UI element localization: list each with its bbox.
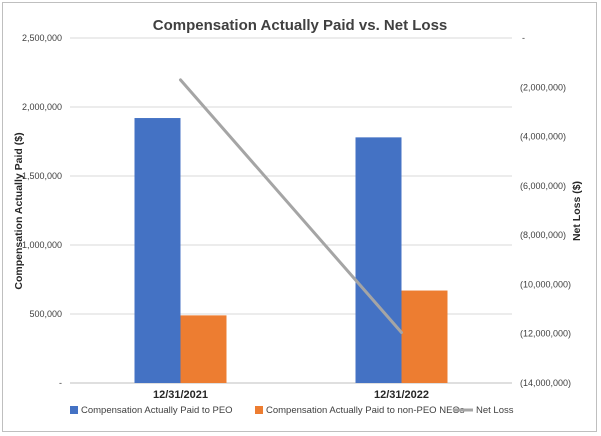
category-label: 12/31/2022 — [374, 389, 429, 401]
left-tick-label: 2,000,000 — [22, 102, 62, 112]
bar-peo-1 — [355, 137, 402, 383]
left-axis-label: Compensation Actually Paid ($) — [13, 132, 25, 289]
chart-title: Compensation Actually Paid vs. Net Loss — [153, 17, 448, 34]
left-tick-label: 500,000 — [29, 309, 62, 319]
bar-peo-0 — [134, 118, 181, 383]
legend-label: Compensation Actually Paid to PEO — [81, 405, 233, 416]
right-tick-label: - — [522, 33, 525, 43]
left-axis-ticks: - 500,000 1,000,000 1,500,000 2,000,000 2,500… — [22, 33, 62, 388]
left-tick-label: 2,500,000 — [22, 33, 62, 43]
legend-swatch — [255, 406, 263, 414]
right-tick-label: (8,000,000) — [520, 230, 566, 240]
legend-label: Net Loss — [476, 405, 514, 416]
net-loss-line-group — [179, 78, 403, 334]
bars — [134, 118, 448, 383]
legend-swatch — [70, 406, 78, 414]
bar-non-peo-0 — [180, 315, 227, 383]
bar-non-peo-1 — [401, 290, 448, 383]
right-tick-label: (14,000,000) — [520, 378, 571, 388]
right-axis-label: Net Loss ($) — [571, 181, 583, 241]
left-tick-label: - — [59, 378, 62, 388]
left-tick-label: 1,000,000 — [22, 240, 62, 250]
left-tick-label: 1,500,000 — [22, 171, 62, 181]
right-tick-label: (2,000,000) — [520, 82, 566, 92]
net-loss-line — [179, 78, 403, 334]
right-tick-label: (10,000,000) — [520, 279, 571, 289]
category-labels: 12/31/2021 12/31/2022 — [153, 389, 429, 401]
category-label: 12/31/2021 — [153, 389, 208, 401]
legend: Compensation Actually Paid to PEO Compens… — [70, 405, 514, 416]
right-tick-label: (6,000,000) — [520, 181, 566, 191]
legend-label: Compensation Actually Paid to non-PEO NE… — [266, 405, 465, 416]
right-axis-ticks: - (2,000,000) (4,000,000) (6,000,000) (8,000… — [520, 33, 571, 388]
right-tick-label: (4,000,000) — [520, 132, 566, 142]
right-tick-label: (12,000,000) — [520, 329, 571, 339]
